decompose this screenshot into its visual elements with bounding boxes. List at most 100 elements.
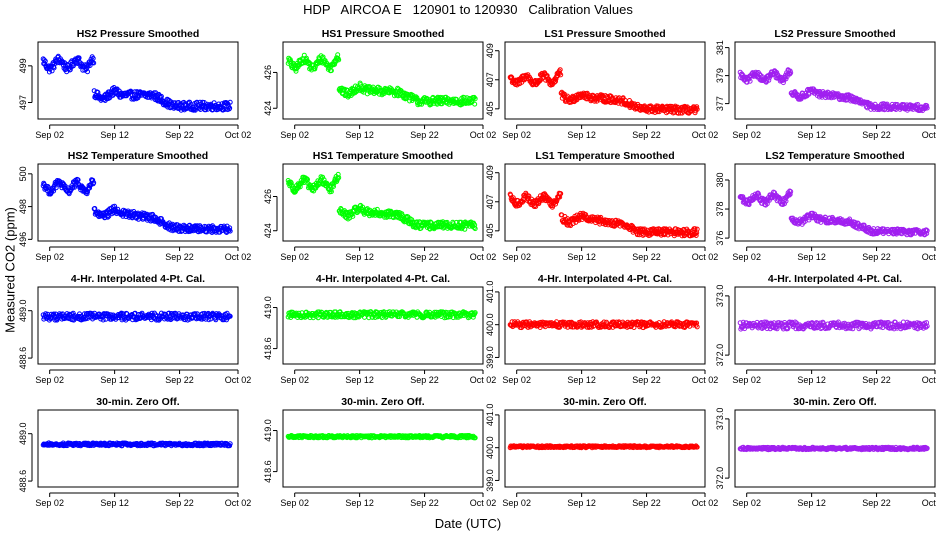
y-tick-label: 373.0: [715, 285, 725, 308]
data-point: [558, 191, 564, 197]
data-point: [73, 182, 79, 188]
data-point: [557, 67, 563, 73]
x-tick-label: Sep 02: [35, 252, 64, 262]
data-point: [407, 98, 413, 104]
x-tick-label: Sep 22: [862, 130, 891, 140]
y-tick-label: 489.0: [18, 299, 28, 322]
x-tick-label: Sep 12: [797, 375, 826, 385]
panel-title: 4-Hr. Interpolated 4-Pt. Cal.: [538, 273, 672, 285]
plot-frame: [282, 163, 484, 242]
data-points: [40, 176, 233, 235]
chart-panel: 4-Hr. Interpolated 4-Pt. Cal.Sep 02 Sep 1…: [715, 273, 936, 385]
data-point: [924, 103, 930, 109]
x-tick-label: Sep 22: [862, 375, 891, 385]
data-point: [510, 195, 516, 201]
chart-panel: 30-min. Zero Off.Sep 02 Sep 12 Sep 22 Oct 0…: [263, 396, 496, 508]
y-tick-label: 418.6: [263, 337, 273, 360]
x-tick-label: Sep 02: [35, 498, 64, 508]
data-point: [105, 214, 111, 220]
data-point: [462, 226, 468, 232]
x-tick-label: Sep 02: [502, 252, 531, 262]
x-tick-label: Sep 12: [100, 375, 129, 385]
y-tick-label: 405: [485, 101, 495, 116]
data-points: [507, 443, 700, 451]
data-point: [46, 69, 52, 75]
data-point: [472, 226, 478, 232]
x-tick-label: Sep 02: [732, 252, 761, 262]
data-point: [53, 185, 59, 191]
y-tick-label: 381: [715, 40, 725, 55]
data-point: [694, 104, 700, 110]
x-tick-label: Sep 12: [797, 252, 826, 262]
x-tick-label: Sep 12: [567, 252, 596, 262]
x-tick-label: Sep 02: [502, 498, 531, 508]
x-tick-label: Sep 12: [345, 252, 374, 262]
y-tick-label: 378: [715, 202, 725, 217]
panel-title: 4-Hr. Interpolated 4-Pt. Cal.: [71, 273, 205, 285]
data-point: [694, 106, 700, 112]
panel-title: 30-min. Zero Off.: [96, 396, 180, 408]
data-points: [507, 319, 700, 331]
data-points: [507, 190, 700, 239]
x-tick-label: Oct 02: [470, 130, 497, 140]
plot-frame: [504, 163, 706, 242]
data-points: [285, 171, 478, 232]
x-tick-label: Sep 02: [280, 498, 309, 508]
data-point: [576, 217, 582, 223]
data-point: [780, 80, 786, 86]
data-point: [289, 183, 295, 189]
data-point: [437, 94, 443, 100]
y-tick-label: 419.0: [263, 419, 273, 442]
plot-frame: [37, 409, 239, 488]
x-tick-label: Oct 02: [225, 498, 252, 508]
plot-frame: [37, 163, 239, 242]
x-tick-label: Sep 02: [280, 130, 309, 140]
data-point: [306, 59, 312, 65]
panel-title: LS1 Temperature Smoothed: [535, 150, 674, 162]
y-tick-label: 418.6: [263, 460, 273, 483]
data-point: [419, 101, 425, 107]
data-points: [285, 309, 478, 321]
data-points: [285, 433, 478, 441]
plot-frame: [504, 41, 706, 120]
panel-title: HS2 Temperature Smoothed: [68, 150, 208, 162]
data-point: [558, 72, 564, 78]
y-tick-label: 488.6: [18, 470, 28, 493]
data-point: [76, 55, 82, 61]
x-tick-label: Sep 22: [632, 498, 661, 508]
x-tick-label: Sep 02: [280, 252, 309, 262]
data-point: [312, 66, 318, 72]
chart-panel: 30-min. Zero Off.Sep 02 Sep 12 Sep 22 Oct 0…: [18, 396, 251, 508]
data-point: [471, 225, 477, 231]
panel-title: 30-min. Zero Off.: [341, 396, 425, 408]
data-point: [553, 78, 558, 84]
y-tick-label: 497: [18, 95, 28, 110]
chart-panel: 4-Hr. Interpolated 4-Pt. Cal.Sep 02 Sep 1…: [263, 273, 496, 385]
data-point: [757, 71, 762, 77]
y-tick-label: 379: [715, 68, 725, 83]
y-tick-label: 372.0: [715, 344, 725, 367]
data-points: [40, 53, 233, 113]
y-tick-label: 419.0: [263, 296, 273, 319]
data-point: [508, 74, 514, 80]
y-tick-label: 500: [18, 166, 28, 181]
y-tick-label: 377: [715, 96, 725, 111]
x-tick-label: Sep 12: [567, 375, 596, 385]
data-point: [331, 184, 336, 189]
x-tick-label: Sep 22: [410, 130, 439, 140]
y-tick-label: 399.0: [485, 469, 495, 492]
y-tick-label: 401.0: [485, 404, 495, 427]
data-point: [553, 201, 558, 207]
chart-panel: 4-Hr. Interpolated 4-Pt. Cal.Sep 02 Sep 1…: [485, 273, 718, 385]
plot-frame: [282, 286, 484, 365]
x-tick-label: Sep 12: [567, 130, 596, 140]
data-point: [879, 106, 885, 112]
data-point: [66, 191, 72, 197]
panel-title: HS2 Pressure Smoothed: [77, 28, 200, 40]
x-tick-label: Sep 12: [345, 498, 374, 508]
data-points: [737, 188, 930, 238]
plot-frame: [734, 41, 936, 120]
y-tick-label: 401.0: [485, 281, 495, 304]
